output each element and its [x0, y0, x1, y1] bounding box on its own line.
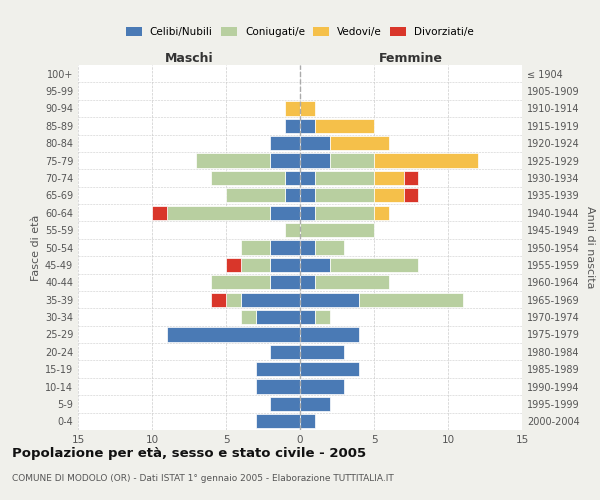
Bar — [256, 310, 300, 324]
Bar — [167, 206, 271, 220]
Bar — [271, 240, 300, 254]
Bar — [226, 258, 241, 272]
Bar — [152, 206, 167, 220]
Bar — [374, 188, 404, 202]
Text: Popolazione per età, sesso e stato civile - 2005: Popolazione per età, sesso e stato civil… — [12, 448, 366, 460]
Bar — [256, 414, 300, 428]
Text: COMUNE DI MODOLO (OR) - Dati ISTAT 1° gennaio 2005 - Elaborazione TUTTITALIA.IT: COMUNE DI MODOLO (OR) - Dati ISTAT 1° ge… — [12, 474, 394, 483]
Bar — [300, 344, 344, 359]
Bar — [300, 102, 315, 116]
Bar — [300, 414, 315, 428]
Bar — [256, 380, 300, 394]
Bar — [315, 310, 329, 324]
Bar — [256, 362, 300, 376]
Bar — [211, 171, 285, 185]
Bar — [271, 206, 300, 220]
Bar — [315, 188, 374, 202]
Bar — [271, 397, 300, 411]
Bar — [374, 154, 478, 168]
Bar — [226, 292, 241, 307]
Bar — [315, 240, 344, 254]
Legend: Celibi/Nubili, Coniugati/e, Vedovi/e, Divorziati/e: Celibi/Nubili, Coniugati/e, Vedovi/e, Di… — [122, 23, 478, 42]
Bar — [300, 328, 359, 342]
Bar — [300, 258, 329, 272]
Bar — [211, 292, 226, 307]
Bar — [300, 310, 315, 324]
Bar — [300, 154, 329, 168]
Text: Femmine: Femmine — [379, 52, 443, 65]
Bar — [271, 136, 300, 150]
Bar — [315, 118, 374, 133]
Bar — [315, 275, 389, 289]
Bar — [329, 258, 418, 272]
Bar — [196, 154, 271, 168]
Bar — [241, 258, 271, 272]
Bar — [300, 380, 344, 394]
Bar — [300, 240, 315, 254]
Bar — [300, 136, 329, 150]
Bar — [300, 397, 329, 411]
Bar — [315, 206, 374, 220]
Y-axis label: Anni di nascita: Anni di nascita — [585, 206, 595, 289]
Bar — [271, 275, 300, 289]
Bar — [300, 292, 359, 307]
Bar — [300, 223, 374, 237]
Bar — [374, 206, 389, 220]
Bar — [271, 258, 300, 272]
Bar — [300, 118, 315, 133]
Y-axis label: Fasce di età: Fasce di età — [31, 214, 41, 280]
Bar — [300, 171, 315, 185]
Bar — [167, 328, 300, 342]
Bar — [374, 171, 404, 185]
Bar — [329, 136, 389, 150]
Bar — [285, 223, 300, 237]
Bar — [285, 118, 300, 133]
Bar — [285, 188, 300, 202]
Bar — [241, 240, 271, 254]
Bar — [271, 344, 300, 359]
Bar — [285, 102, 300, 116]
Bar — [226, 188, 285, 202]
Bar — [300, 275, 315, 289]
Bar — [359, 292, 463, 307]
Bar — [241, 292, 300, 307]
Bar — [300, 206, 315, 220]
Text: Maschi: Maschi — [164, 52, 214, 65]
Bar — [315, 171, 374, 185]
Bar — [271, 154, 300, 168]
Bar — [285, 171, 300, 185]
Bar — [404, 171, 418, 185]
Bar — [300, 188, 315, 202]
Bar — [211, 275, 271, 289]
Bar — [300, 362, 359, 376]
Bar — [404, 188, 418, 202]
Bar — [241, 310, 256, 324]
Bar — [329, 154, 374, 168]
